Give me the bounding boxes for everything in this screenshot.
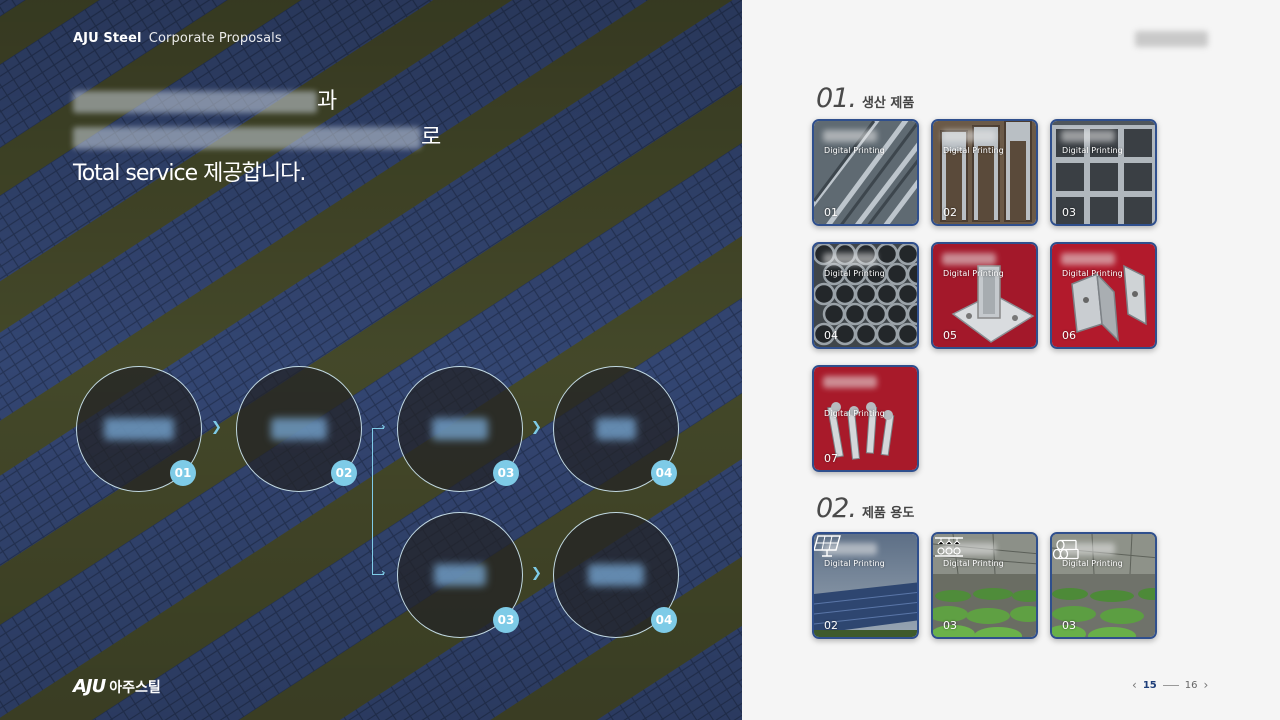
- product-photo: [1052, 121, 1155, 224]
- sprinkler-icon: [935, 537, 963, 557]
- product-card[interactable]: Digital Printing 06: [1050, 242, 1157, 349]
- page-navigation: ‹ 15 16 ›: [1132, 678, 1208, 692]
- chevron-right-icon: ›: [381, 420, 386, 433]
- section-title-usage: 02. 제품 용도: [816, 493, 914, 524]
- product-card[interactable]: Digital Printing 03: [1050, 119, 1157, 226]
- usage-card[interactable]: Digital Printing 03: [931, 532, 1038, 639]
- headline-line-3: Total service 제공합니다.: [73, 161, 306, 186]
- company-logo: AJU 아주스틸: [73, 676, 161, 697]
- redacted-text: [823, 376, 877, 388]
- card-index: 04: [824, 329, 838, 342]
- card-index: 01: [824, 206, 838, 219]
- step-badge: 04: [651, 607, 677, 633]
- section-title-products: 01. 생산 제품: [816, 83, 914, 114]
- headline-line-1: 과: [73, 84, 440, 120]
- chevron-right-icon: ❯: [531, 420, 542, 435]
- redacted-text: [1061, 253, 1115, 265]
- redacted-text: [596, 418, 636, 440]
- chevron-right-icon: ❯: [531, 566, 542, 581]
- step-badge: 01: [170, 460, 196, 486]
- brand-name: AJU Steel: [73, 31, 142, 46]
- connector-line: [372, 574, 384, 575]
- chevron-right-icon: ›: [381, 566, 386, 579]
- headline-line-2: 로: [73, 120, 441, 156]
- card-caption: Digital Printing: [943, 146, 1004, 155]
- card-index: 07: [824, 452, 838, 465]
- step-badge: 03: [493, 607, 519, 633]
- headline-line-1-suffix: 과: [317, 89, 337, 114]
- redacted-text: [942, 543, 996, 555]
- redacted-text: [1061, 543, 1115, 555]
- product-card[interactable]: Digital Printing 07: [812, 365, 919, 472]
- usage-card[interactable]: Digital Printing 02: [812, 532, 919, 639]
- section-number: 02.: [816, 493, 857, 524]
- redacted-text: [73, 127, 421, 149]
- card-caption: Digital Printing: [824, 409, 885, 418]
- card-caption: Digital Printing: [943, 559, 1004, 568]
- card-index: 06: [1062, 329, 1076, 342]
- card-index: 02: [943, 206, 957, 219]
- redacted-text: [73, 91, 317, 113]
- current-page-number: 15: [1142, 679, 1157, 691]
- section-label: 생산 제품: [861, 96, 915, 111]
- card-index: 03: [1062, 206, 1076, 219]
- step-badge: 02: [331, 460, 357, 486]
- card-caption: Digital Printing: [824, 269, 885, 278]
- card-index: 05: [943, 329, 957, 342]
- redacted-text: [942, 130, 996, 142]
- connector-line: [372, 428, 384, 429]
- brand-subtitle: Corporate Proposals: [148, 31, 282, 46]
- chevron-right-icon: ❯: [211, 420, 222, 435]
- section-label: 제품 용도: [861, 506, 915, 521]
- redacted-text: [588, 564, 644, 586]
- pager-divider: [1162, 684, 1179, 686]
- card-caption: Digital Printing: [1062, 559, 1123, 568]
- card-caption: Digital Printing: [1062, 269, 1123, 278]
- connector-line: [372, 428, 373, 575]
- section-number: 01.: [816, 83, 857, 114]
- product-card[interactable]: Digital Printing 05: [931, 242, 1038, 349]
- redacted-text: [823, 253, 877, 265]
- pipe-stack-icon: [1052, 539, 1079, 560]
- card-index: 02: [824, 619, 838, 632]
- usage-photo: [814, 534, 917, 637]
- chevron-right-icon[interactable]: ›: [1203, 678, 1209, 692]
- step-badge: 04: [651, 460, 677, 486]
- card-caption: Digital Printing: [943, 269, 1004, 278]
- product-card[interactable]: Digital Printing 01: [812, 119, 919, 226]
- card-index: 03: [943, 619, 957, 632]
- left-hero-panel: AJU Steel Corporate Proposals 과 로 Total …: [0, 0, 742, 720]
- redacted-text: [432, 418, 488, 440]
- logo-mark: AJU: [73, 676, 106, 697]
- brand-header: AJU Steel Corporate Proposals: [73, 31, 282, 46]
- redacted-text: [434, 564, 486, 586]
- headline: 과 로 Total service 제공합니다.: [73, 84, 441, 192]
- next-page-number[interactable]: 16: [1184, 679, 1198, 691]
- redacted-text: [823, 130, 877, 142]
- redacted-text: [1135, 31, 1208, 47]
- chevron-left-icon[interactable]: ‹: [1132, 678, 1137, 692]
- card-caption: Digital Printing: [824, 146, 885, 155]
- card-caption: Digital Printing: [1062, 146, 1123, 155]
- solar-panel-icon: [814, 535, 841, 557]
- card-caption: Digital Printing: [824, 559, 885, 568]
- redacted-text: [1061, 130, 1115, 142]
- redacted-text: [271, 418, 327, 440]
- card-index: 03: [1062, 619, 1076, 632]
- product-card[interactable]: Digital Printing 04: [812, 242, 919, 349]
- redacted-text: [942, 253, 996, 265]
- usage-card[interactable]: Digital Printing 03: [1050, 532, 1157, 639]
- product-card[interactable]: Digital Printing 02: [931, 119, 1038, 226]
- logo-korean: 아주스틸: [109, 679, 161, 696]
- right-content-panel: 01. 생산 제품 Digital Printing 01: [742, 0, 1280, 720]
- headline-line-2-suffix: 로: [421, 125, 441, 150]
- step-badge: 03: [493, 460, 519, 486]
- redacted-text: [104, 418, 174, 440]
